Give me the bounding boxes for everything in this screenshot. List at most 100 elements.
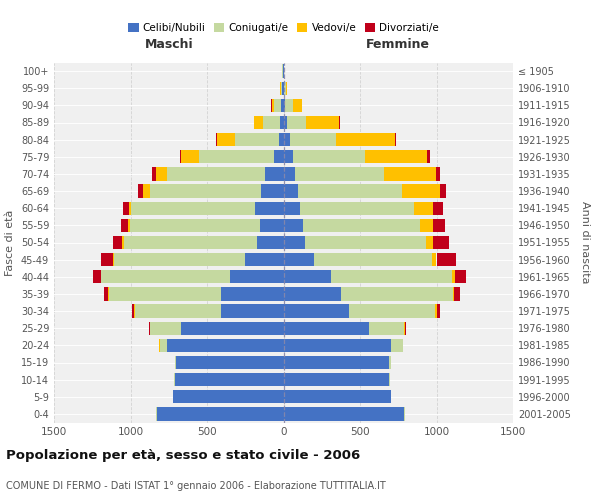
Bar (284, 356, 389, 369)
Bar (104, 287, 109, 300)
Bar (181, 322, 284, 335)
Bar (175, 373, 284, 386)
Bar (455, 270, 466, 283)
Bar (122, 236, 124, 249)
Bar (121, 218, 128, 232)
Bar (128, 218, 130, 232)
Bar (149, 322, 151, 335)
Bar (369, 322, 404, 335)
Bar (301, 202, 413, 215)
Bar (454, 287, 460, 300)
Bar (365, 150, 427, 164)
Bar (435, 304, 437, 318)
Bar (402, 184, 440, 198)
Bar (101, 253, 113, 266)
Bar (285, 98, 293, 112)
Bar (152, 167, 156, 180)
Bar (175, 356, 176, 369)
Bar (284, 116, 287, 129)
Bar (284, 236, 305, 249)
Bar (437, 253, 457, 266)
Bar (272, 98, 274, 112)
Bar (221, 287, 284, 300)
Bar (284, 150, 293, 164)
Bar (284, 253, 314, 266)
Bar (405, 322, 406, 335)
Bar (283, 64, 284, 78)
Text: Maschi: Maschi (145, 38, 193, 52)
Bar (284, 390, 391, 404)
Bar (433, 218, 445, 232)
Bar (139, 184, 143, 198)
Bar (156, 167, 167, 180)
Bar (131, 202, 255, 215)
Bar (279, 133, 284, 146)
Bar (176, 356, 284, 369)
Bar (452, 270, 455, 283)
Bar (307, 116, 340, 129)
Bar (122, 202, 128, 215)
Text: COMUNE DI FERMO - Dati ISTAT 1° gennaio 2006 - Elaborazione TUTTITALIA.IT: COMUNE DI FERMO - Dati ISTAT 1° gennaio … (6, 481, 386, 491)
Bar (284, 218, 302, 232)
Bar (113, 253, 245, 266)
Bar (287, 116, 307, 129)
Bar (128, 202, 131, 215)
Bar (391, 338, 403, 352)
Bar (331, 270, 452, 283)
Bar (160, 338, 167, 352)
Bar (314, 253, 432, 266)
Bar (282, 82, 284, 95)
Bar (280, 116, 284, 129)
Bar (452, 287, 454, 300)
Bar (217, 133, 235, 146)
Bar (440, 184, 446, 198)
Bar (157, 407, 284, 420)
Bar (284, 287, 341, 300)
Bar (427, 150, 430, 164)
Bar (284, 270, 331, 283)
Bar (173, 390, 284, 404)
Bar (293, 98, 302, 112)
Bar (284, 98, 285, 112)
Bar (149, 184, 262, 198)
Bar (134, 304, 135, 318)
Bar (286, 82, 287, 95)
Bar (130, 218, 260, 232)
Bar (284, 407, 404, 420)
Bar (284, 167, 295, 180)
Bar (302, 218, 421, 232)
Bar (167, 338, 284, 352)
Bar (181, 150, 199, 164)
Bar (290, 133, 335, 146)
Text: Popolazione per età, sesso e stato civile - 2006: Popolazione per età, sesso e stato civil… (6, 450, 360, 462)
Bar (384, 167, 436, 180)
Bar (341, 287, 452, 300)
Bar (284, 373, 389, 386)
Bar (284, 202, 301, 215)
Y-axis label: Anni di nascita: Anni di nascita (580, 201, 590, 284)
Bar (143, 184, 149, 198)
Bar (221, 304, 284, 318)
Bar (255, 202, 284, 215)
Bar (265, 167, 284, 180)
Bar (433, 236, 449, 249)
Bar (216, 133, 217, 146)
Bar (436, 167, 440, 180)
Bar (293, 150, 365, 164)
Bar (281, 82, 282, 95)
Bar (284, 184, 298, 198)
Y-axis label: Fasce di età: Fasce di età (5, 210, 15, 276)
Bar (174, 373, 175, 386)
Bar (281, 98, 284, 112)
Bar (151, 322, 181, 335)
Bar (284, 322, 369, 335)
Bar (235, 133, 279, 146)
Bar (349, 304, 435, 318)
Bar (389, 373, 390, 386)
Bar (284, 133, 290, 146)
Bar (395, 133, 397, 146)
Bar (263, 116, 280, 129)
Bar (230, 270, 284, 283)
Bar (274, 98, 281, 112)
Bar (180, 150, 181, 164)
